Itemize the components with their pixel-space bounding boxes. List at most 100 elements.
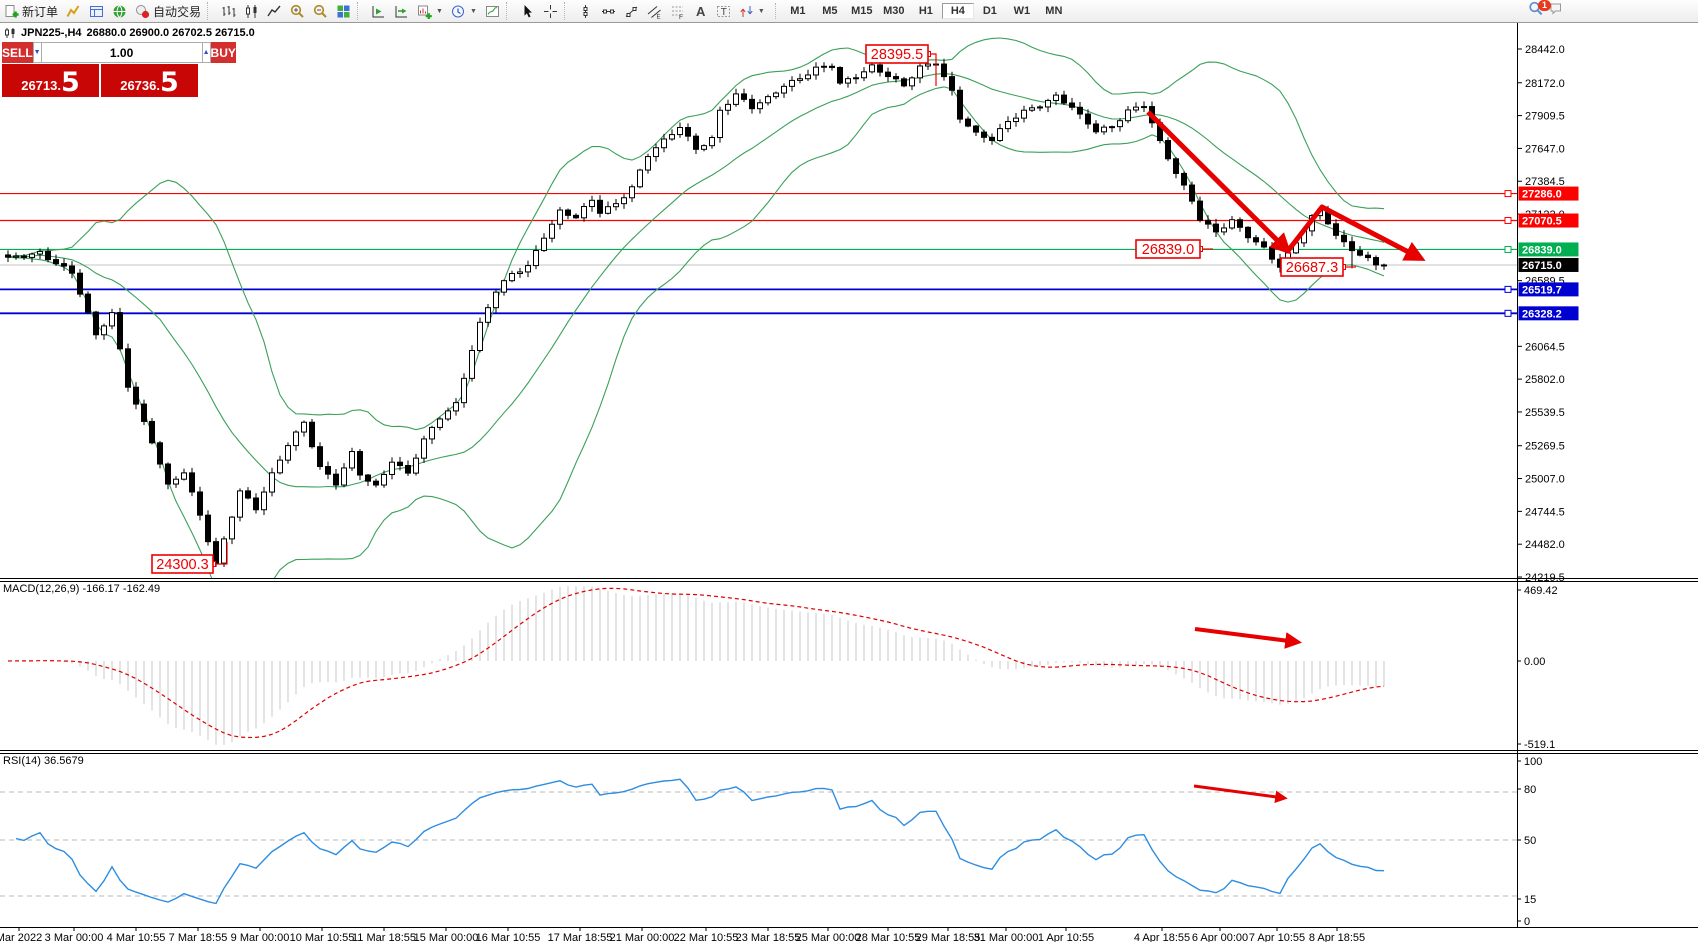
new-order-button[interactable]: 新订单 xyxy=(0,1,62,21)
tile-windows-icon xyxy=(337,5,350,17)
time-label: 7 Apr 10:55 xyxy=(1249,932,1305,942)
toolbar-right: 1 xyxy=(1528,0,1564,22)
price-label-27070.5 xyxy=(1518,213,1579,228)
candlestick-icon[interactable] xyxy=(240,1,263,21)
crosshair-icon[interactable] xyxy=(539,1,562,21)
svg-text:26064.5: 26064.5 xyxy=(1525,341,1565,353)
svg-text:-519.1: -519.1 xyxy=(1524,739,1555,751)
svg-text:26715.0: 26715.0 xyxy=(1522,260,1562,272)
market-watch-icon xyxy=(66,4,80,17)
bar-chart-icon[interactable] xyxy=(217,1,240,21)
auto-trading-button[interactable]: 自动交易 xyxy=(131,1,205,21)
bar-chart-icon xyxy=(222,5,236,17)
cursor-icon[interactable] xyxy=(516,1,539,21)
data-window-icon[interactable] xyxy=(85,1,108,21)
auto-trading-button-label: 自动交易 xyxy=(153,4,202,19)
zoom-in-icon[interactable] xyxy=(286,1,309,21)
text-label-icon[interactable]: T xyxy=(712,1,735,21)
timeframe-w1[interactable]: W1 xyxy=(1013,5,1031,17)
timeframe-m15[interactable]: M15 xyxy=(851,5,873,17)
arrows-icon[interactable]: ▼ xyxy=(735,1,769,21)
time-label: 28 Mar 10:55 xyxy=(856,932,921,942)
svg-text:27070.5: 27070.5 xyxy=(1522,216,1562,228)
price-annotation-24300.3[interactable]: 24300.3 xyxy=(151,542,228,574)
time-label: 9 Mar 00:00 xyxy=(231,932,290,942)
zoom-out-icon xyxy=(313,4,327,18)
svg-text:28395.5: 28395.5 xyxy=(871,47,923,63)
svg-text:27909.5: 27909.5 xyxy=(1525,111,1565,123)
price-annotation-26839.0[interactable]: 26839.0 xyxy=(1135,239,1213,259)
trendline-icon[interactable] xyxy=(620,1,643,21)
timeframe-h4[interactable]: H4 xyxy=(941,3,974,19)
chevron-down-icon: ▼ xyxy=(436,7,443,15)
price-label-27286.0 xyxy=(1518,186,1579,201)
shift-chart-icon[interactable] xyxy=(367,1,390,21)
sell-button[interactable]: SELL xyxy=(2,42,33,63)
timeframe-m5[interactable]: M5 xyxy=(822,5,838,17)
navigator-icon xyxy=(113,4,126,18)
volume-up-button[interactable]: ▲ xyxy=(201,42,211,63)
trend-arrow[interactable] xyxy=(1285,204,1426,261)
text-icon[interactable]: A xyxy=(689,1,712,21)
fibonacci-icon[interactable]: F xyxy=(666,1,689,21)
timeframe-m1[interactable]: M1 xyxy=(790,5,806,17)
time-label: 22 Mar 10:55 xyxy=(674,932,739,942)
vertical-line-icon xyxy=(583,4,588,18)
price-annotation-26687.3[interactable]: 26687.3 xyxy=(1280,257,1356,277)
notifications-icon[interactable] xyxy=(1549,1,1564,21)
equidistant-channel-icon[interactable]: E xyxy=(643,1,666,21)
auto-scroll-icon[interactable] xyxy=(390,1,413,21)
arrows-icon xyxy=(740,5,753,17)
rsi-panel xyxy=(15,778,1385,905)
sell-price[interactable]: 26713. 5 xyxy=(2,64,99,97)
periods-icon[interactable]: ▼ xyxy=(447,1,481,21)
timeframe-m30[interactable]: M30 xyxy=(883,5,905,17)
rsi-label: RSI(14) 36.5679 xyxy=(3,755,84,767)
new-order-button xyxy=(5,4,19,17)
data-window-icon xyxy=(90,5,104,17)
timeframe-d1[interactable]: D1 xyxy=(982,5,997,17)
svg-text:25269.5: 25269.5 xyxy=(1525,441,1565,453)
buy-button[interactable]: BUY xyxy=(210,42,236,63)
symbol-ohlc: 26880.0 26900.0 26702.5 26715.0 xyxy=(86,27,255,39)
line-chart-icon[interactable] xyxy=(263,1,286,21)
svg-text:26328.2: 26328.2 xyxy=(1522,308,1562,320)
time-label: 1 Apr 10:55 xyxy=(1038,932,1094,942)
chart-properties-icon[interactable] xyxy=(481,1,504,21)
svg-text:26687.3: 26687.3 xyxy=(1286,260,1338,276)
timeframe-mn[interactable]: MN xyxy=(1045,5,1063,17)
horizontal-line-icon[interactable] xyxy=(597,1,620,21)
macd-label: MACD(12,26,9) -166.17 -162.49 xyxy=(3,583,160,595)
volume-input[interactable] xyxy=(41,42,202,63)
new-chart-icon[interactable]: ▼ xyxy=(413,1,447,21)
timeframe-h1[interactable]: H1 xyxy=(918,5,933,17)
price-annotation-28395.5[interactable]: 28395.5 xyxy=(865,44,937,86)
svg-text:26839.0: 26839.0 xyxy=(1142,242,1194,258)
svg-text:27647.0: 27647.0 xyxy=(1525,143,1565,155)
time-label: 21 Mar 00:00 xyxy=(610,932,675,942)
zoom-out-icon[interactable] xyxy=(309,1,332,21)
svg-text:100: 100 xyxy=(1524,756,1542,768)
market-watch-icon[interactable] xyxy=(62,1,85,21)
fibonacci-icon: F xyxy=(671,6,683,19)
buy-price[interactable]: 26736. 5 xyxy=(101,64,198,97)
periods-icon xyxy=(451,5,464,17)
trend-arrow[interactable] xyxy=(1193,784,1288,804)
symbol-name: JPN225-,H4 xyxy=(21,27,82,39)
time-label: 6 Apr 00:00 xyxy=(1192,932,1248,942)
time-label: 4 Mar 10:55 xyxy=(107,932,166,942)
volume-down-button[interactable]: ▼ xyxy=(32,42,42,63)
svg-text:25007.0: 25007.0 xyxy=(1525,474,1565,486)
trend-arrow[interactable] xyxy=(1194,627,1302,649)
time-label: 10 Mar 10:55 xyxy=(290,932,355,942)
vertical-line-icon[interactable] xyxy=(574,1,597,21)
toolbar: 新订单 自动交易 ▼ ▼ E F A T ▼ M1 M5 M15 M30 H1 H4 D1 W1 MN 1 xyxy=(0,0,1698,23)
auto-scroll-icon xyxy=(395,5,408,17)
svg-text:15: 15 xyxy=(1524,894,1536,906)
tile-windows-icon[interactable] xyxy=(332,1,355,21)
navigator-icon[interactable] xyxy=(108,1,131,21)
trend-arrow[interactable] xyxy=(1146,110,1292,255)
shift-chart-icon xyxy=(372,5,385,17)
